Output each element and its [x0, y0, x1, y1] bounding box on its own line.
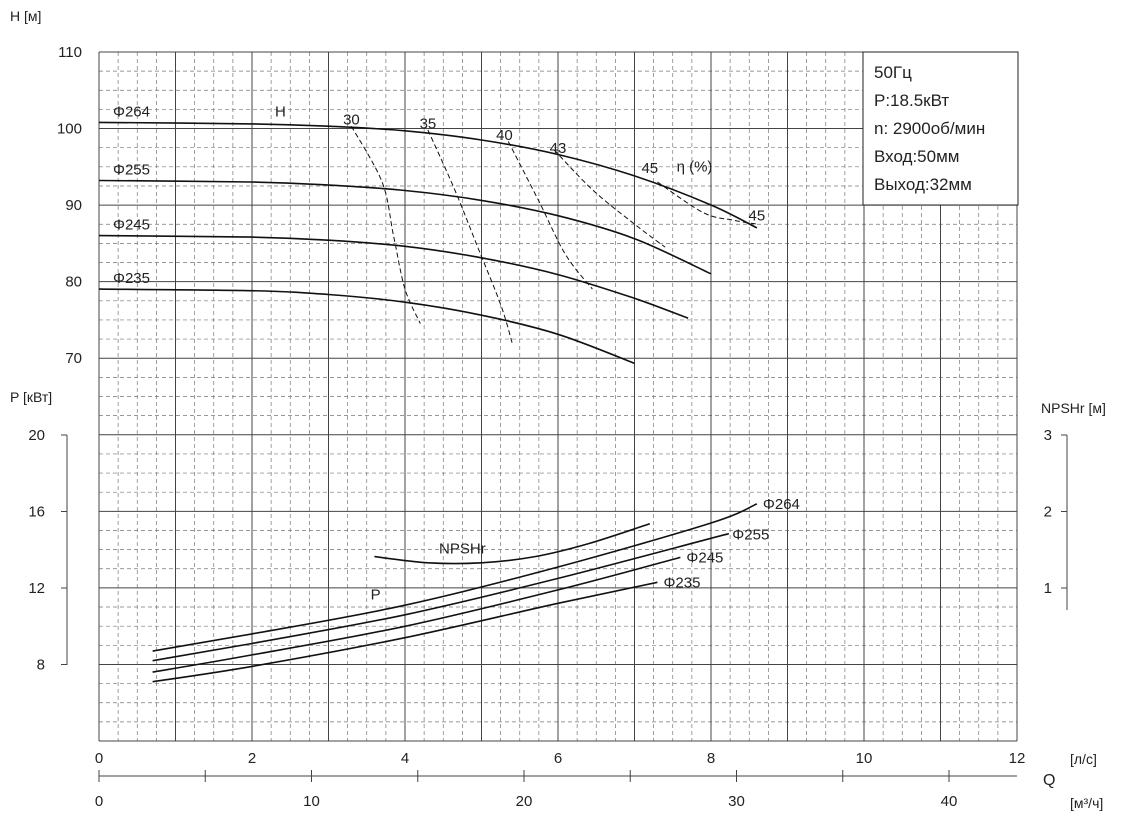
p-tick-label: 8	[37, 657, 45, 674]
efficiency-line-45	[657, 181, 757, 225]
head-curve-Φ245	[98, 234, 689, 319]
q-m3h-unit: [м³/ч]	[1070, 795, 1103, 811]
npsh-curve	[374, 522, 651, 565]
info-speed: n: 2900об/мин	[874, 119, 985, 138]
eta-label: η (%)	[677, 158, 713, 175]
h-axis-label: H [м]	[10, 8, 41, 24]
power-curve-Φ264	[152, 503, 758, 652]
q-axis-label: Q	[1043, 772, 1055, 789]
power-curve-Φ255	[152, 533, 730, 662]
q-ls-tick-label: 2	[248, 750, 256, 767]
p-tick-label: 12	[28, 580, 45, 597]
q-m3h-tick-label: 40	[941, 793, 958, 810]
h-tick-label: 80	[65, 274, 82, 291]
info-frequency: 50Гц	[874, 63, 912, 82]
power-curve-label: Φ255	[732, 526, 769, 543]
q-ls-tick-label: 6	[554, 750, 562, 767]
q-ls-tick-label: 4	[401, 750, 409, 767]
label-layer: Φ264 Φ255 Φ245 Φ235 H 30 35 40 43 45 45 η (%) Φ264 Φ2…	[113, 103, 800, 603]
head-curve-h-label: H	[275, 103, 286, 120]
efficiency-line-43	[553, 149, 666, 248]
npsh-curve-label: NPSHr	[439, 541, 486, 558]
efficiency-line-40	[507, 141, 593, 290]
info-inlet: Вход:50мм	[874, 147, 959, 166]
head-curve-label: Φ235	[113, 270, 150, 287]
q-ls-tick-label: 8	[707, 750, 715, 767]
efficiency-line-35	[427, 129, 513, 343]
h-tick-label: 110	[58, 44, 82, 61]
npsh-axis-label: NPSHr [м]	[1041, 400, 1106, 416]
npsh-tick-label: 2	[1044, 504, 1052, 521]
efficiency-label: 40	[496, 127, 513, 144]
head-curve-Φ264	[98, 121, 758, 229]
info-power: P:18.5кВт	[874, 91, 949, 110]
q-m3h-tick-label: 10	[303, 793, 320, 810]
efficiency-label: 43	[550, 140, 567, 157]
q-m3h-tick-label: 20	[516, 793, 533, 810]
p-axis-label: P [кВт]	[10, 389, 52, 405]
q-ls-tick-label: 10	[856, 750, 873, 767]
head-curve-label: Φ255	[113, 162, 150, 179]
p-tick-label: 16	[28, 504, 45, 521]
info-box: 50Гц P:18.5кВт n: 2900об/мин Вход:50мм В…	[862, 51, 1019, 206]
h-tick-label: 70	[65, 350, 82, 367]
npsh-tick-label: 3	[1044, 427, 1052, 444]
head-curve-label: Φ264	[113, 103, 150, 120]
efficiency-label: 30	[343, 112, 360, 129]
axes: H [м] P [кВт] NPSHr [м] Q [л/с] [м³/ч]	[10, 8, 1106, 811]
power-curve-Φ235	[152, 581, 658, 683]
q-m3h-tick-label: 0	[95, 793, 103, 810]
power-curve-label: Φ235	[663, 574, 700, 591]
power-curve-p-label: P	[371, 586, 381, 603]
q-m3h-tick-label: 30	[728, 793, 745, 810]
q-ls-tick-label: 12	[1009, 750, 1026, 767]
efficiency-label: 45	[749, 207, 766, 224]
efficiency-label: 45	[641, 160, 658, 177]
efficiency-label: 35	[420, 116, 437, 133]
p-tick-label: 20	[28, 427, 45, 444]
curves	[98, 121, 758, 683]
power-curve-label: Φ245	[686, 549, 723, 566]
q-ls-unit: [л/с]	[1070, 751, 1097, 767]
info-outlet: Выход:32мм	[874, 175, 972, 194]
head-curve-Φ255	[98, 179, 712, 275]
head-curve-label: Φ245	[113, 217, 150, 234]
q-ls-tick-label: 0	[95, 750, 103, 767]
power-curve-label: Φ264	[763, 496, 800, 513]
npsh-tick-label: 1	[1044, 580, 1052, 597]
h-tick-label: 90	[65, 197, 82, 214]
h-tick-label: 100	[57, 121, 82, 138]
efficiency-line-30	[350, 125, 421, 324]
head-curve-Φ235	[98, 288, 635, 365]
power-curve-Φ245	[152, 556, 681, 673]
